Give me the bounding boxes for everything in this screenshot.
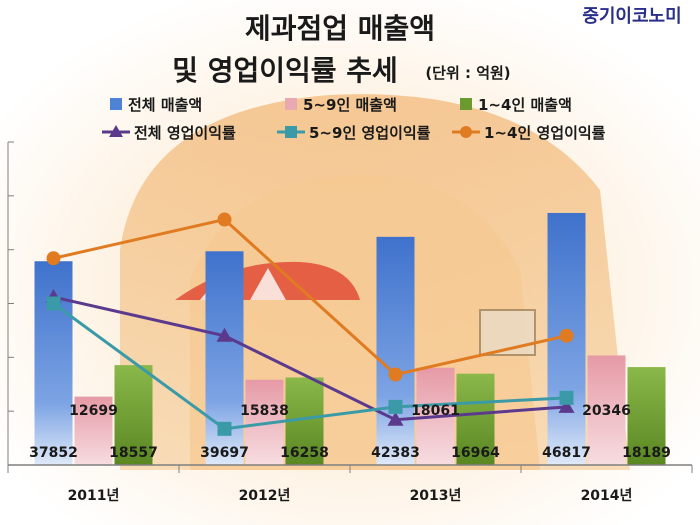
legend-entry-label: 전체 영업이익률 — [134, 124, 236, 142]
total-sales-label: 42383 — [371, 445, 420, 461]
s14-sales-label: 18557 — [109, 445, 158, 461]
s14-sales-label: 16964 — [451, 445, 500, 461]
s14-margin-point — [46, 251, 61, 266]
x-tick-label: 2014년 — [581, 488, 633, 504]
s14-sales-bar — [456, 373, 495, 465]
s14-sales-label: 16258 — [280, 445, 329, 461]
total-margin-line — [53, 295, 567, 422]
s59-sales-label: 15838 — [240, 403, 289, 419]
s59-sales-label: 12699 — [69, 403, 118, 419]
legend-entry-label: 1~4인 매출액 — [478, 96, 572, 114]
legend-swatch — [285, 98, 297, 110]
total-sales-label: 46817 — [542, 445, 591, 461]
s14-sales-label: 18189 — [622, 445, 671, 461]
legend-entry-label: 전체 매출액 — [128, 96, 202, 114]
s59-sales-label: 20346 — [582, 403, 631, 419]
s59-sales-bar — [587, 355, 626, 465]
s59-margin-line — [52, 302, 567, 431]
brand-logo-text: 중기이코노미 — [582, 6, 681, 27]
s59-sales-label: 18061 — [411, 403, 460, 419]
chart-title-line1: 제과점업 매출액 — [245, 12, 435, 45]
x-tick-label: 2013년 — [410, 488, 462, 504]
lines — [45, 212, 575, 436]
legend-entry-label: 5~9인 매출액 — [303, 96, 397, 114]
total-margin-point — [558, 398, 575, 413]
s14-margin-point — [388, 367, 403, 382]
data-labels: 37852 12699 18557 39697 15838 16258 42383 18061… — [29, 403, 671, 461]
s59-sales-bar — [74, 396, 113, 465]
chart-title-line2: 및 영업이익률 추세 — [172, 54, 398, 87]
s59-margin-point — [559, 390, 574, 405]
x-tick-label: 2011년 — [68, 488, 120, 504]
grid — [7, 141, 14, 466]
s14-margin-point — [559, 328, 574, 343]
legend-entry-label: 5~9인 영업이익률 — [309, 124, 431, 142]
x-tick-label: 2012년 — [239, 488, 291, 504]
legend-marker — [285, 126, 297, 138]
x-axis: 2011년 2012년 2013년 2014년 — [7, 464, 693, 504]
s59-margin-point — [388, 399, 403, 414]
legend-swatch — [110, 98, 122, 110]
s59-margin-point — [217, 421, 232, 436]
legend-entry-label: 1~4인 영업이익률 — [484, 124, 606, 142]
total-sales-label: 39697 — [200, 445, 249, 461]
s14-sales-bar — [627, 367, 666, 465]
bars — [34, 212, 666, 465]
total-sales-bar — [376, 236, 415, 465]
s59-margin-point — [46, 296, 61, 311]
chart-unit: (단위 : 억원) — [425, 64, 510, 82]
total-sales-label: 37852 — [29, 445, 78, 461]
total-margin-point — [216, 327, 233, 342]
total-margin-point — [387, 411, 404, 426]
legend-swatch — [460, 98, 472, 110]
legend-marker — [460, 126, 472, 138]
s14-margin-line — [53, 217, 567, 377]
s14-sales-bar — [114, 365, 153, 465]
legend-marker — [109, 125, 123, 137]
s14-margin-point — [217, 212, 232, 227]
